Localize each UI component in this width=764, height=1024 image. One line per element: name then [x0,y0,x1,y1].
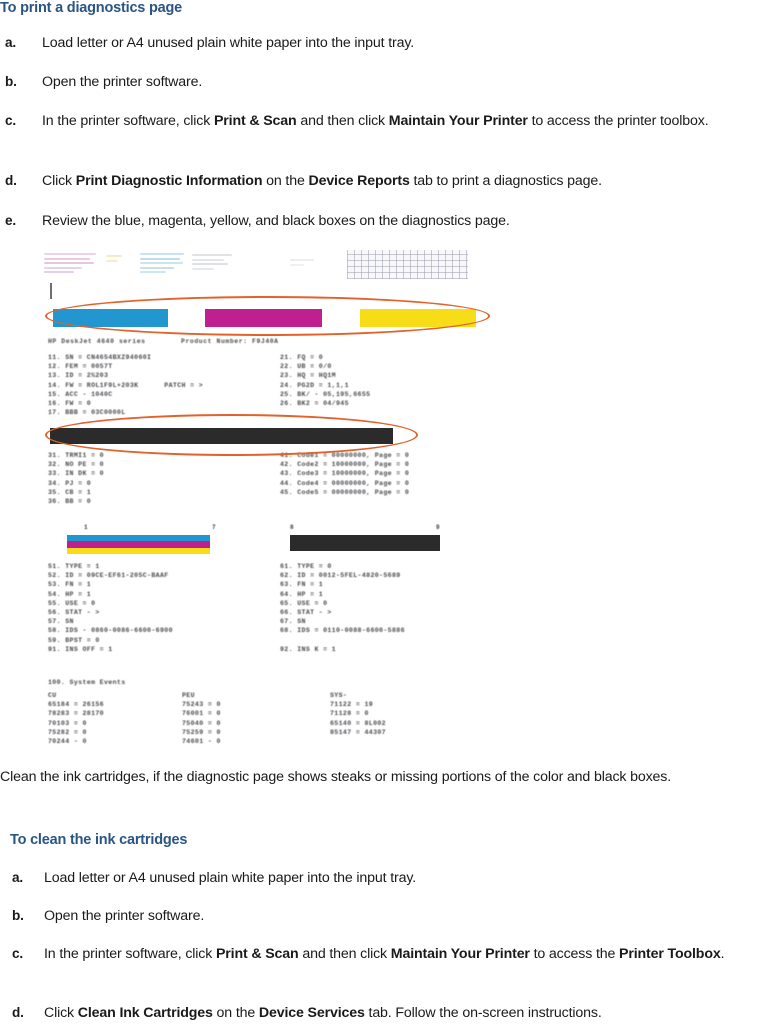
list-item-text: Load letter or A4 unused plain white pap… [42,35,415,51]
list-item: d. Click Print Diagnostic Information on… [5,171,750,191]
paragraph-clean-cartridges: Clean the ink cartridges, if the diagnos… [0,769,672,785]
list-item: c. In the printer software, click Print … [12,944,740,964]
list-item: e. Review the blue, magenta, yellow, and… [5,211,750,231]
scan-events-column-3: SYS- 71122 = 19 71128 = 0 65140 = 8L002 … [330,692,386,736]
list-item-text: Review the blue, magenta, yellow, and bl… [42,213,510,229]
list-marker: a. [5,35,17,50]
list-marker: e. [5,213,17,228]
list-item: b. Open the printer software. [5,72,750,92]
scan-cartridge-left: 51. TYPE = 1 52. ID = 09CE-EF61-205C-BAA… [48,563,173,653]
patch-label-right-end: 9 [436,524,440,531]
list-marker: d. [12,1005,24,1020]
section-heading-clean-cartridges: To clean the ink cartridges [10,832,188,848]
scan-printer-header: HP DeskJet 4640 series Product Number: F… [48,338,279,345]
list-marker: c. [5,113,17,128]
scan-right-column-2: 41. Code1 = 00000000, Page = 0 42. Code2… [280,452,410,496]
scan-events-column-2: PEU 75243 = 0 76001 = 0 75040 = 0 75259 … [182,692,221,746]
stripe-yellow [67,547,210,554]
section-heading-print-diagnostics: To print a diagnostics page [0,0,183,16]
patch-label-left-end: 7 [212,524,216,531]
alignment-tick-mark [50,283,52,299]
scan-right-column-1: 21. FQ = 0 22. UB = 0/0 23. HQ = HQ1M 24… [280,354,371,408]
list-item-text: In the printer software, click Print & S… [44,946,725,962]
faint-test-text-block [44,253,100,276]
faint-test-text-block [106,255,126,264]
stripe-cyan [67,535,210,542]
list-item: a. Load letter or A4 unused plain white … [5,33,750,53]
list-marker: c. [12,946,24,961]
faint-test-text-block [140,253,186,276]
list-item-text: Load letter or A4 unused plain white pap… [44,870,417,886]
annotation-ellipse-black-bar [45,414,418,456]
list-item-text: In the printer software, click Print & S… [42,113,709,129]
faint-test-text-block [192,254,234,272]
annotation-ellipse-color-bars [45,296,490,336]
list-marker: a. [12,870,24,885]
patch-label-left-start: 1 [84,524,88,531]
faint-test-text-block [290,259,316,268]
list-item-text: Open the printer software. [42,74,203,90]
list-item: c. In the printer software, click Print … [5,111,740,131]
list-item-text: Click Print Diagnostic Information on th… [42,173,602,189]
list-item-text: Open the printer software. [44,908,205,924]
list-item: a. Load letter or A4 unused plain white … [12,868,752,888]
list-item-text: Click Clean Ink Cartridges on the Device… [44,1005,602,1021]
list-marker: d. [5,173,17,188]
cmy-stripe-block [67,535,210,554]
list-marker: b. [5,74,17,89]
scan-system-events-title: 100. System Events [48,679,126,686]
patch-label-right-start: 8 [290,524,294,531]
scan-left-column-1: 11. SN = CN4654BXZ94060I 12. FEM = 0057T… [48,354,204,417]
scan-left-column-2: 31. TRMI1 = 0 32. NO PE = 0 33. IN DK = … [48,452,104,506]
list-marker: b. [12,908,24,923]
stripe-magenta [67,541,210,548]
scan-cartridge-right: 61. TYPE = 0 62. ID = 0012-5FEL-4820-568… [280,563,405,653]
list-item: b. Open the printer software. [12,906,752,926]
scan-events-column-1: CU 65184 = 26156 78283 = 28170 70103 = 0… [48,692,104,746]
black-patch-block [290,535,440,551]
alignment-grid-patch [347,250,468,279]
list-item: d. Click Clean Ink Cartridges on the Dev… [12,1003,752,1023]
